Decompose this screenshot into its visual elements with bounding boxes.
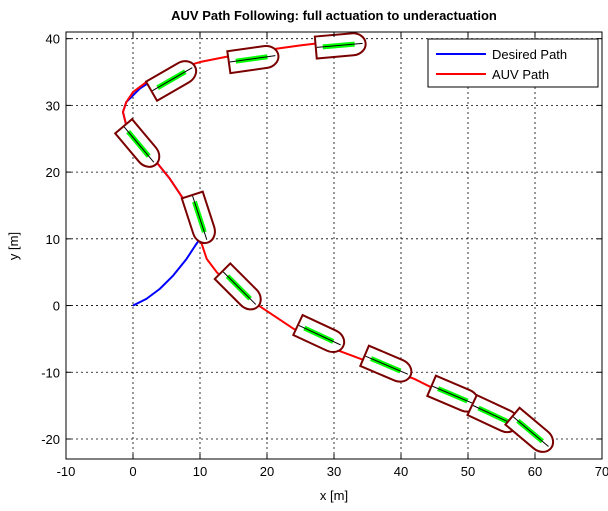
chart-title: AUV Path Following: full actuation to un… [171,8,497,23]
auv-heading-line [192,195,208,240]
x-tick-label: 50 [461,464,475,479]
y-axis-label: y [m] [6,232,21,260]
x-tick-label: 10 [193,464,207,479]
auv-vehicle-marker [504,406,555,453]
x-tick-label: 30 [327,464,341,479]
y-tick-label: 10 [46,232,60,247]
auv-vehicle-marker [180,190,216,245]
auv-heading-line [229,55,276,63]
y-tick-label: 40 [46,32,60,47]
auv-heading-line [123,126,155,163]
auv-vehicle-marker [113,117,161,168]
x-tick-label: 20 [260,464,274,479]
x-tick-label: -10 [57,464,76,479]
legend-label-desired-path: Desired Path [492,47,567,62]
grid [66,32,602,459]
legend: Desired Path AUV Path [427,38,599,88]
y-tick-label: 0 [53,299,60,314]
auv-heading-line [222,271,257,305]
auv-vehicle-marker [213,261,262,311]
auv-vehicle-marker [313,32,367,60]
auv-heading-line [316,42,363,48]
auv-heading-line [298,324,341,346]
auv-vehicle-marker [226,44,280,75]
y-tick-label: 20 [46,165,60,180]
auv-vehicle-marker [358,344,413,383]
x-tick-label: 0 [129,464,136,479]
x-axis-label: x [m] [320,488,348,503]
auv-heading-line [365,355,409,375]
legend-label-auv-path: AUV Path [492,67,549,82]
x-tick-label: 60 [528,464,542,479]
plot-area [66,32,602,459]
axis-ticks: -10 0 10 20 30 40 50 60 70 -20 -10 0 10 20 30 40 [41,32,608,479]
x-tick-label: 70 [595,464,608,479]
auv-vehicle-marker [144,60,198,103]
y-tick-label: 30 [46,98,60,113]
legend-box [427,38,599,88]
data-layer [113,32,555,453]
auv-heading-line [432,385,476,405]
auv-heading-line [152,67,193,92]
y-tick-label: -10 [41,365,60,380]
auv-vehicle-marker [291,313,346,354]
auv-heading-line [512,416,549,447]
x-tick-label: 40 [394,464,408,479]
y-tick-label: -20 [41,432,60,447]
